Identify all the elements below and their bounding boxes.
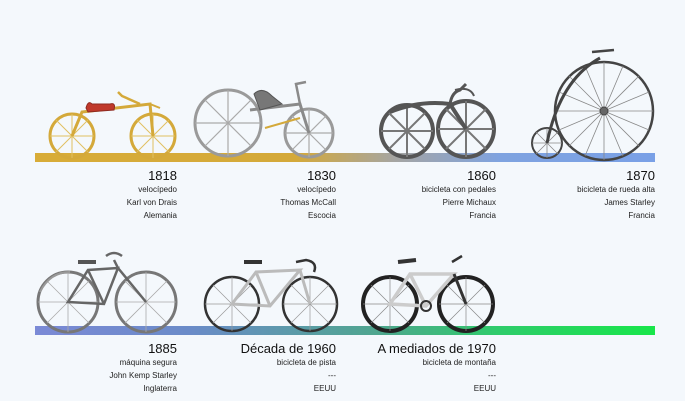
entry-country: EEUU <box>473 384 496 393</box>
entry-1960s: Década de 1960 bicicleta de pista --- EE… <box>216 341 336 395</box>
entry-inventor: John Kemp Starley <box>109 371 177 380</box>
entry-year: Década de 1960 <box>240 341 336 356</box>
entry-country: Francia <box>628 211 655 220</box>
entry-year: 1885 <box>148 341 177 356</box>
entry-type: máquina segura <box>119 358 177 367</box>
entry-year: 1860 <box>467 168 496 183</box>
entry-country: Escocia <box>307 211 336 220</box>
boneshaker-icon <box>379 82 496 159</box>
entry-inventor: James Starley <box>604 198 655 207</box>
entry-1830: 1830 velocípedo Thomas McCall Escocia <box>236 168 336 222</box>
entry-year: 1870 <box>626 168 655 183</box>
entry-1870: 1870 bicicleta de rueda alta James Starl… <box>534 168 655 222</box>
timeline-bar-bottom <box>35 326 655 335</box>
entry-inventor: Thomas McCall <box>280 198 336 207</box>
entry-type: bicicleta de montaña <box>422 358 496 367</box>
entry-country: Alemania <box>143 211 177 220</box>
entry-year: 1818 <box>148 168 177 183</box>
entry-type: velocípedo <box>138 185 177 194</box>
entry-inventor: Pierre Michaux <box>442 198 496 207</box>
entry-inventor: Karl von Drais <box>126 198 177 207</box>
safety-bicycle-icon <box>36 251 178 334</box>
entry-1885: 1885 máquina segura John Kemp Starley In… <box>77 341 177 395</box>
track-bicycle-icon <box>203 258 339 333</box>
entry-1970s: A mediados de 1970 bicicleta de montaña … <box>356 341 496 395</box>
entry-year: 1830 <box>307 168 336 183</box>
draisine-icon <box>48 91 177 160</box>
entry-type: bicicleta de pista <box>276 358 336 367</box>
entry-year: A mediados de 1970 <box>377 341 496 356</box>
entry-inventor: --- <box>488 371 496 380</box>
entry-1818: 1818 velocípedo Karl von Drais Alemania <box>77 168 177 222</box>
entry-type: bicicleta con pedales <box>421 185 496 194</box>
entry-type: velocípedo <box>297 185 336 194</box>
mountain-bike-icon <box>361 254 495 333</box>
mccall-velocipede-icon <box>193 80 335 159</box>
entry-country: Inglaterra <box>143 384 177 393</box>
entry-type: bicicleta de rueda alta <box>577 185 655 194</box>
entry-1860: 1860 bicicleta con pedales Pierre Michau… <box>376 168 496 222</box>
penny-farthing-icon <box>531 48 655 162</box>
timeline-bar-top <box>35 153 655 162</box>
entry-country: Francia <box>469 211 496 220</box>
entry-inventor: --- <box>328 371 336 380</box>
entry-country: EEUU <box>313 384 336 393</box>
